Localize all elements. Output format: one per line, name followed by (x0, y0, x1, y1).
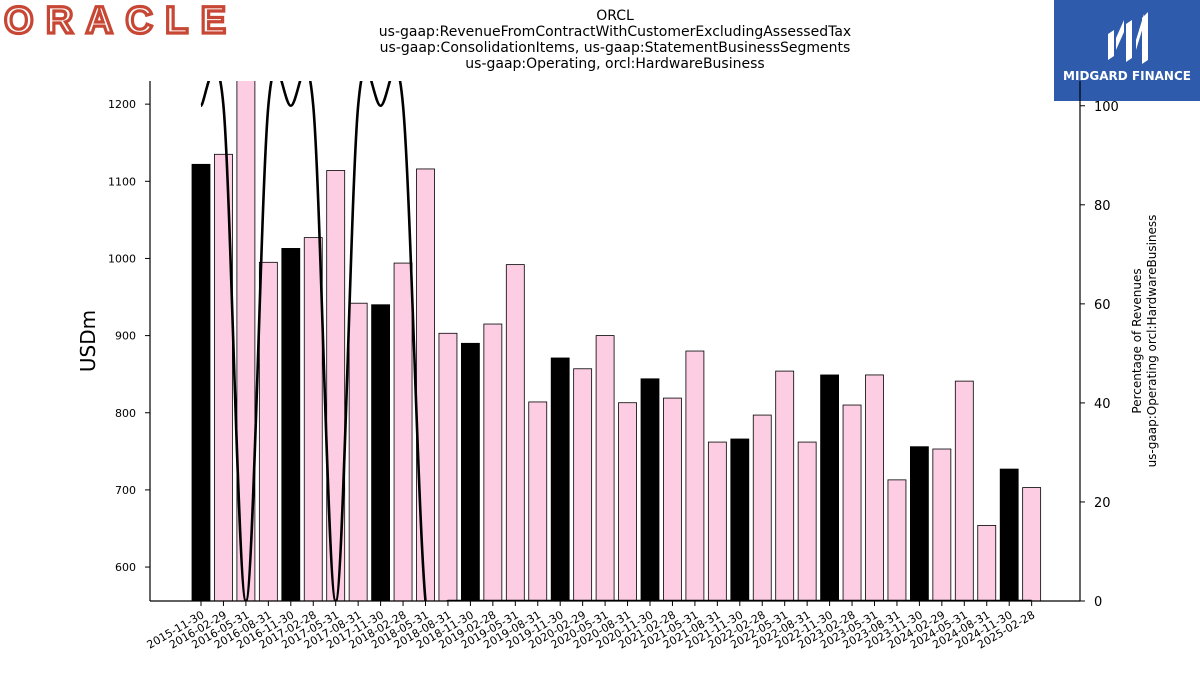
bar-2019-05-31 (505, 264, 525, 601)
bar-2024-05-31 (954, 380, 974, 601)
bar-2019-02-28 (483, 323, 503, 601)
bar-2016-11-30 (281, 248, 301, 601)
percentage-line (199, 81, 1032, 601)
bar-2022-08-31 (797, 441, 817, 601)
midgard-mark-icon (1108, 12, 1148, 64)
bar-2018-11-30 (460, 342, 480, 601)
bar-2024-02-29 (932, 448, 952, 601)
title-concept: us-gaap:RevenueFromContractWithCustomerE… (378, 24, 852, 40)
y2-tick-label: 60 (1094, 298, 1111, 313)
bar-2019-11-30 (550, 357, 570, 601)
bar-2016-05-31 (236, 81, 256, 601)
oracle-logo: ORACLE (4, 2, 228, 38)
bar-2021-11-30 (730, 438, 750, 601)
bar-2024-11-30 (999, 468, 1019, 601)
y-tick-label: 700 (115, 484, 136, 497)
y2-tick-label: 100 (1094, 100, 1119, 115)
bar-2018-02-28 (393, 262, 413, 601)
bar-2015-11-30 (191, 163, 211, 601)
bar-2016-02-29 (214, 153, 233, 601)
midgard-finance-logo: MIDGARD FINANCE (1054, 0, 1200, 101)
bar-2016-08-31 (258, 261, 278, 601)
bar-2023-02-28 (842, 404, 862, 601)
bar-2017-08-31 (348, 302, 368, 601)
bar-2025-02-28 (1022, 487, 1042, 601)
bar-2023-05-31 (865, 374, 884, 601)
bar-2022-11-30 (820, 374, 839, 601)
bar-2020-08-31 (618, 402, 637, 601)
bar-2021-08-31 (707, 441, 727, 601)
midgard-finance-text: MIDGARD FINANCE (1063, 69, 1191, 83)
bar-2022-05-31 (775, 370, 795, 601)
y-tick-label: 900 (115, 330, 136, 343)
bar-2020-05-31 (595, 335, 615, 601)
title-ticker: ORCL (596, 8, 634, 24)
bar-2017-02-28 (303, 237, 323, 601)
y2-tick-label: 40 (1094, 397, 1111, 412)
y2-axis-label-line2: us-gaap:Operating orcl:HardwareBusiness (1145, 215, 1159, 468)
y2-tick-label: 80 (1094, 199, 1111, 214)
bar-2020-02-29 (573, 368, 593, 601)
y-tick-label: 600 (115, 561, 136, 574)
bar-2018-08-31 (438, 332, 458, 601)
bar-2022-02-28 (752, 414, 772, 601)
bar-2023-08-31 (887, 479, 907, 601)
y-axis-label: USDm (76, 310, 100, 372)
bar-2021-05-31 (685, 350, 705, 601)
title-axes: us-gaap:ConsolidationItems, us-gaap:Stat… (379, 40, 851, 56)
bar-2017-11-30 (371, 304, 391, 601)
y2-tick-label: 0 (1094, 595, 1102, 610)
bar-2024-08-31 (977, 524, 997, 601)
bar-2020-11-30 (640, 378, 660, 601)
bar-2023-11-30 (910, 446, 929, 601)
bar-2017-05-31 (326, 170, 346, 601)
y2-axis-label-line1: Percentage of Revenues (1130, 268, 1144, 413)
title-members: us-gaap:Operating, orcl:HardwareBusiness (465, 56, 765, 72)
y-tick-label: 1100 (108, 175, 136, 188)
bar-2019-08-31 (528, 401, 548, 601)
y2-tick-label: 20 (1094, 496, 1111, 511)
bar-2021-02-28 (663, 397, 682, 601)
y-tick-label: 1200 (108, 98, 136, 111)
y-tick-label: 1000 (108, 252, 136, 265)
bar-2018-05-31 (416, 168, 435, 601)
y-tick-label: 800 (115, 407, 136, 420)
